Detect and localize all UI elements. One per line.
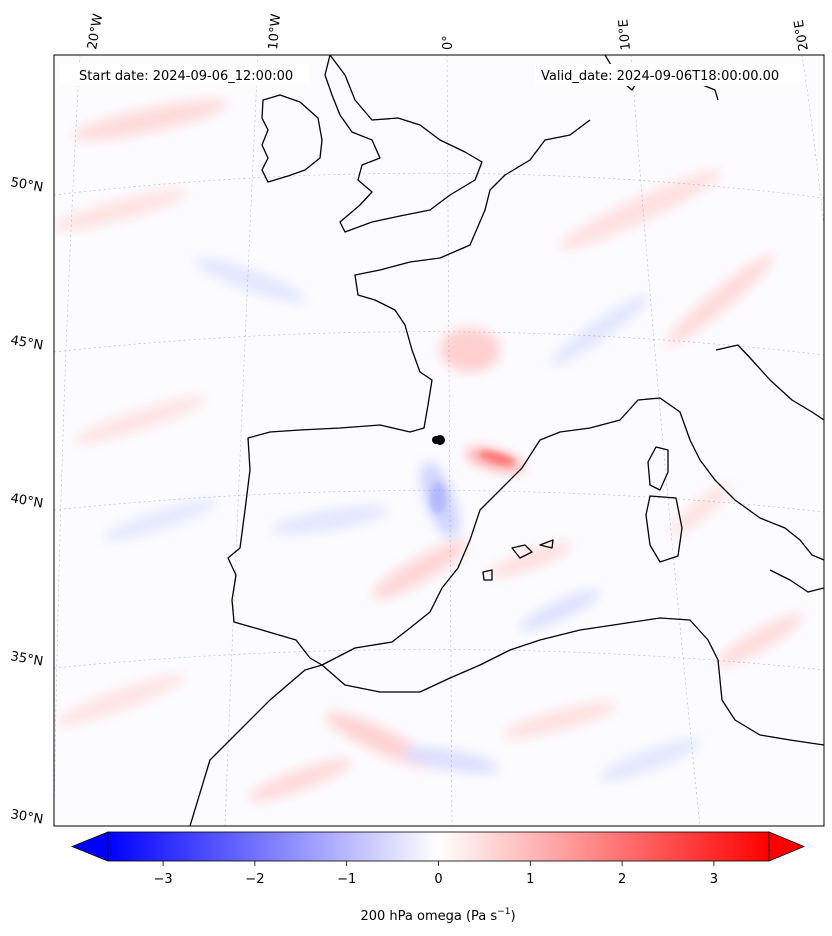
lat-label-35n: 35°N [9, 649, 44, 669]
colorbar-ticks: −3 −2 −1 0 1 2 3 [153, 861, 718, 887]
colorbar-tick-label: 0 [434, 872, 442, 887]
colorbar-tick-label: 2 [618, 872, 626, 887]
colorbar-tick-label: 3 [710, 872, 718, 887]
lat-label-40n: 40°N [9, 491, 44, 511]
map-frame [53, 54, 825, 827]
lon-label-20w: 20°W [85, 13, 106, 51]
colorbar-tick-label: −2 [245, 872, 264, 887]
colorbar-tick-label: 1 [526, 872, 534, 887]
graticule [54, 55, 824, 826]
colorbar-tick-label: −1 [337, 872, 356, 887]
colorbar-label: 200 hPa omega (Pa s−1) [360, 907, 515, 924]
lon-label-0: 0° [441, 35, 456, 50]
start-date-label: Start date: 2024-09-06_12:00:00 [79, 69, 293, 84]
colorbar-gradient [107, 831, 770, 862]
lat-label-30n: 30°N [9, 807, 44, 827]
map-panel [54, 55, 824, 826]
colorbar-tick-label: −3 [153, 872, 172, 887]
lon-label-10e: 10°E [616, 19, 634, 51]
lon-label-10w: 10°W [266, 13, 284, 50]
coastlines [189, 55, 824, 826]
colorbar-extend-max [768, 831, 806, 862]
valid-date-label: Valid_date: 2024-09-06T18:00:00.00 [541, 69, 779, 84]
colorbar: −3 −2 −1 0 1 2 3 200 hPa omega (Pa s−1) [70, 831, 806, 924]
lon-label-20e: 20°E [792, 19, 812, 52]
colorbar-extend-min [70, 831, 109, 862]
lat-label-50n: 50°N [9, 175, 44, 195]
lat-label-45n: 45°N [9, 333, 44, 353]
